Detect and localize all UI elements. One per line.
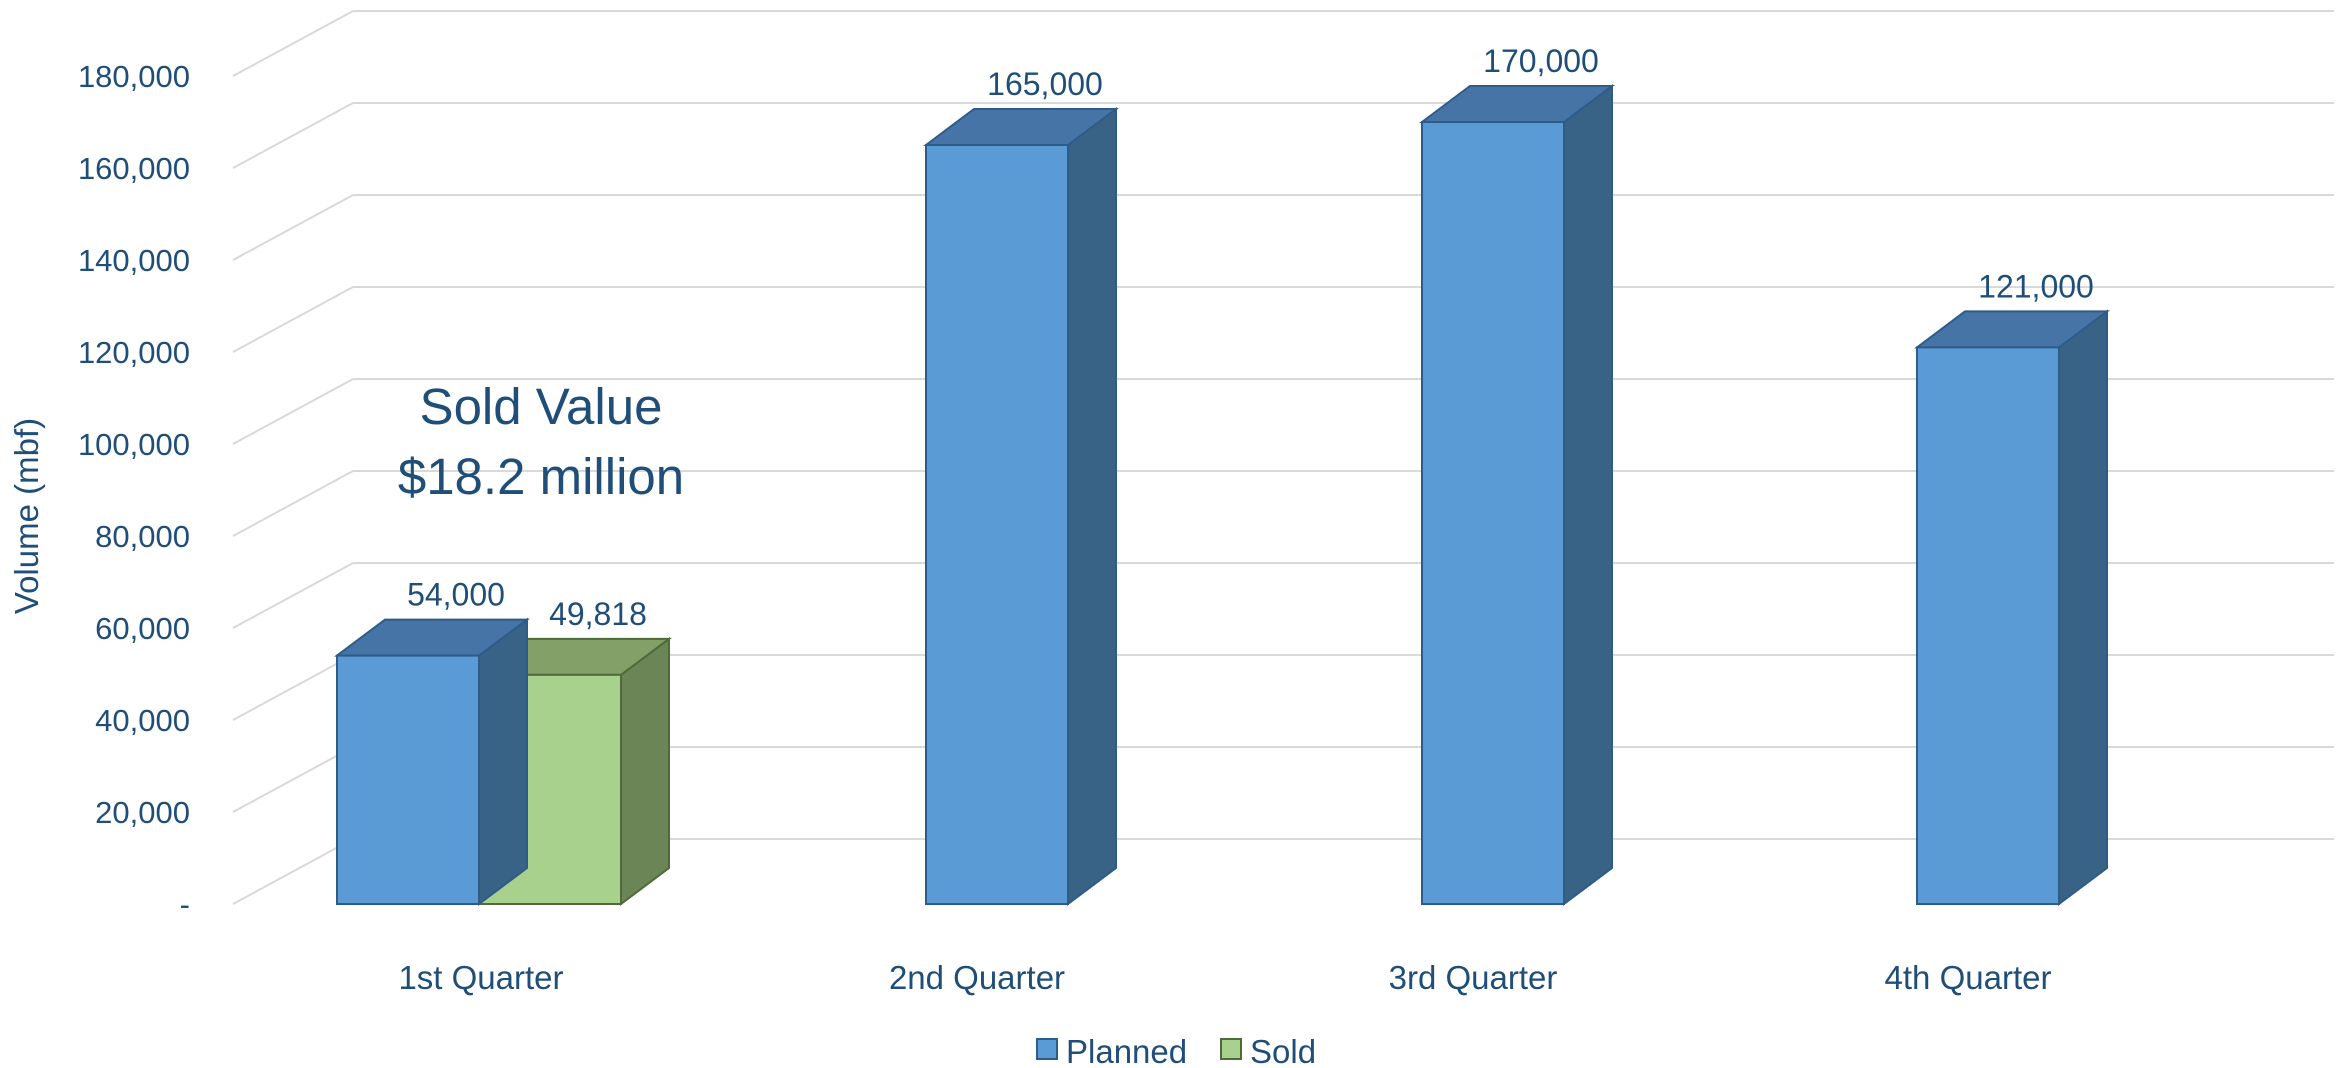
- bar-sold-side: [620, 636, 670, 906]
- bar-planned-side: [2058, 309, 2108, 906]
- gridline-depth: [232, 378, 354, 445]
- bar-planned-label: 165,000: [987, 66, 1103, 102]
- y-axis-title: Volume (mbf): [8, 418, 45, 614]
- gridline-depth: [232, 102, 354, 169]
- x-category-label: 1st Quarter: [398, 959, 563, 996]
- bar-planned: [1421, 121, 1565, 905]
- y-tick-label: 160,000: [78, 151, 190, 186]
- bar-planned-label: 121,000: [1978, 268, 2094, 304]
- y-tick-label: 100,000: [78, 427, 190, 462]
- bar-planned-label: 170,000: [1483, 43, 1599, 79]
- bar-planned: [1916, 346, 2060, 905]
- y-tick-labels: - 20,000 40,000 60,000 80,000 100,000 120,000 1…: [78, 59, 190, 922]
- x-category-label: 2nd Quarter: [889, 959, 1065, 996]
- gridline-depth: [232, 286, 354, 353]
- bar-planned: [336, 654, 480, 905]
- bar-planned-side: [1067, 107, 1117, 906]
- legend-label-planned: Planned: [1066, 1033, 1187, 1068]
- legend-label-sold: Sold: [1250, 1033, 1316, 1068]
- bar-sold-label: 49,818: [549, 596, 647, 632]
- gridline-depth: [232, 746, 354, 813]
- gridline-depth: [232, 654, 354, 721]
- legend: Planned Sold: [1036, 1033, 1316, 1068]
- legend-swatch-sold: [1220, 1038, 1242, 1060]
- y-tick-label: -: [180, 887, 190, 922]
- bars: [334, 84, 2110, 906]
- gridline-depth: [232, 562, 354, 629]
- x-category-label: 4th Quarter: [1885, 959, 2052, 996]
- gridline-depth: [232, 194, 354, 261]
- bar-planned-label: 54,000: [407, 577, 505, 613]
- x-category-label: 3rd Quarter: [1389, 959, 1558, 996]
- legend-swatch-planned: [1036, 1038, 1058, 1060]
- y-tick-label: 120,000: [78, 335, 190, 370]
- y-tick-label: 80,000: [95, 519, 190, 554]
- y-tick-label: 140,000: [78, 243, 190, 278]
- category-labels: 1st Quarter 2nd Quarter 3rd Quarter 4th Qua…: [398, 959, 2051, 996]
- y-tick-label: 40,000: [95, 703, 190, 738]
- gridline-depth: [232, 838, 354, 905]
- sold-value-annotation-line-2: $18.2 million: [398, 448, 684, 505]
- gridline-depth: [232, 470, 354, 537]
- y-tick-label: 20,000: [95, 795, 190, 830]
- y-tick-label: 180,000: [78, 59, 190, 94]
- bar-planned-side: [478, 617, 528, 906]
- y-tick-label: 60,000: [95, 611, 190, 646]
- gridline-depth: [232, 10, 354, 77]
- sold-value-annotation-line-1: Sold Value: [420, 378, 663, 435]
- data-labels: 49,818 54,000 165,000 170,000 121,000: [407, 43, 2094, 632]
- bar-planned-side: [1563, 84, 1613, 906]
- bar-planned: [925, 144, 1069, 905]
